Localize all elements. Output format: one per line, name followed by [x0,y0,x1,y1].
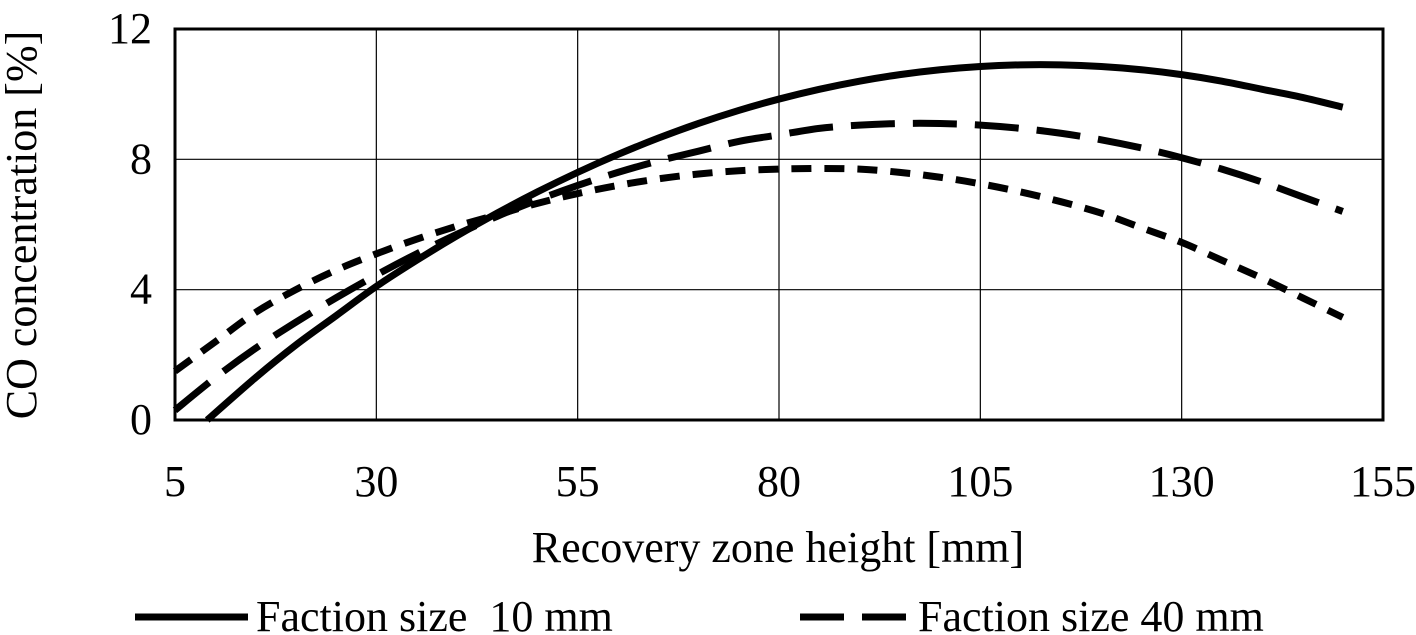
x-tick-label: 105 [947,457,1013,506]
y-axis-title: CO concentration [%] [0,31,46,420]
legend-label-10mm: Faction size 10 mm [256,592,613,635]
x-tick-label: 130 [1149,457,1215,506]
y-tick-labels: 0 4 8 12 [108,4,152,444]
series-line-unlabeled [172,164,1345,374]
x-tick-label: 55 [556,457,600,506]
series-layer [172,61,1345,423]
x-tick-label: 30 [354,457,398,506]
x-tick-labels: 5 30 55 80 105 130 155 [164,457,1416,506]
y-tick-label: 4 [130,265,152,314]
x-tick-label: 155 [1350,457,1416,506]
legend-label-40mm: Faction size 40 mm [918,592,1264,635]
plot-area-frame [173,27,1385,422]
legend: Faction size 10 mm Faction size 40 mm [135,592,1264,635]
grid-lines [174,28,1384,421]
series-line-10mm [204,61,1344,423]
series-line-40mm [172,119,1344,413]
y-tick-label: 0 [130,395,152,444]
x-tick-label: 80 [757,457,801,506]
y-tick-label: 12 [108,4,152,53]
x-axis-title: Recovery zone height [mm] [532,523,1024,572]
y-tick-label: 8 [130,134,152,183]
x-tick-label: 5 [164,457,186,506]
